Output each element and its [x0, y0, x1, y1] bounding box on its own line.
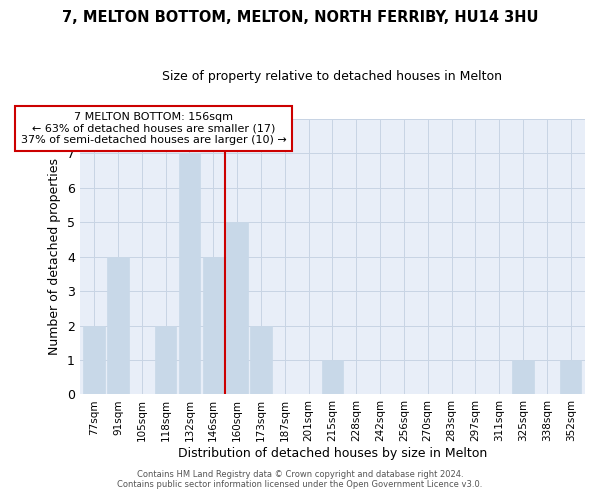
Title: Size of property relative to detached houses in Melton: Size of property relative to detached ho…: [163, 70, 502, 83]
Text: 7 MELTON BOTTOM: 156sqm
← 63% of detached houses are smaller (17)
37% of semi-de: 7 MELTON BOTTOM: 156sqm ← 63% of detache…: [21, 112, 287, 145]
Bar: [322, 360, 343, 394]
Bar: [203, 256, 224, 394]
Text: Contains HM Land Registry data © Crown copyright and database right 2024.
Contai: Contains HM Land Registry data © Crown c…: [118, 470, 482, 489]
Y-axis label: Number of detached properties: Number of detached properties: [49, 158, 61, 355]
Bar: [107, 256, 129, 394]
Bar: [179, 154, 200, 394]
Bar: [250, 326, 272, 394]
X-axis label: Distribution of detached houses by size in Melton: Distribution of detached houses by size …: [178, 447, 487, 460]
Bar: [155, 326, 176, 394]
Bar: [560, 360, 581, 394]
Bar: [226, 222, 248, 394]
Bar: [512, 360, 534, 394]
Bar: [83, 326, 105, 394]
Text: 7, MELTON BOTTOM, MELTON, NORTH FERRIBY, HU14 3HU: 7, MELTON BOTTOM, MELTON, NORTH FERRIBY,…: [62, 10, 538, 25]
